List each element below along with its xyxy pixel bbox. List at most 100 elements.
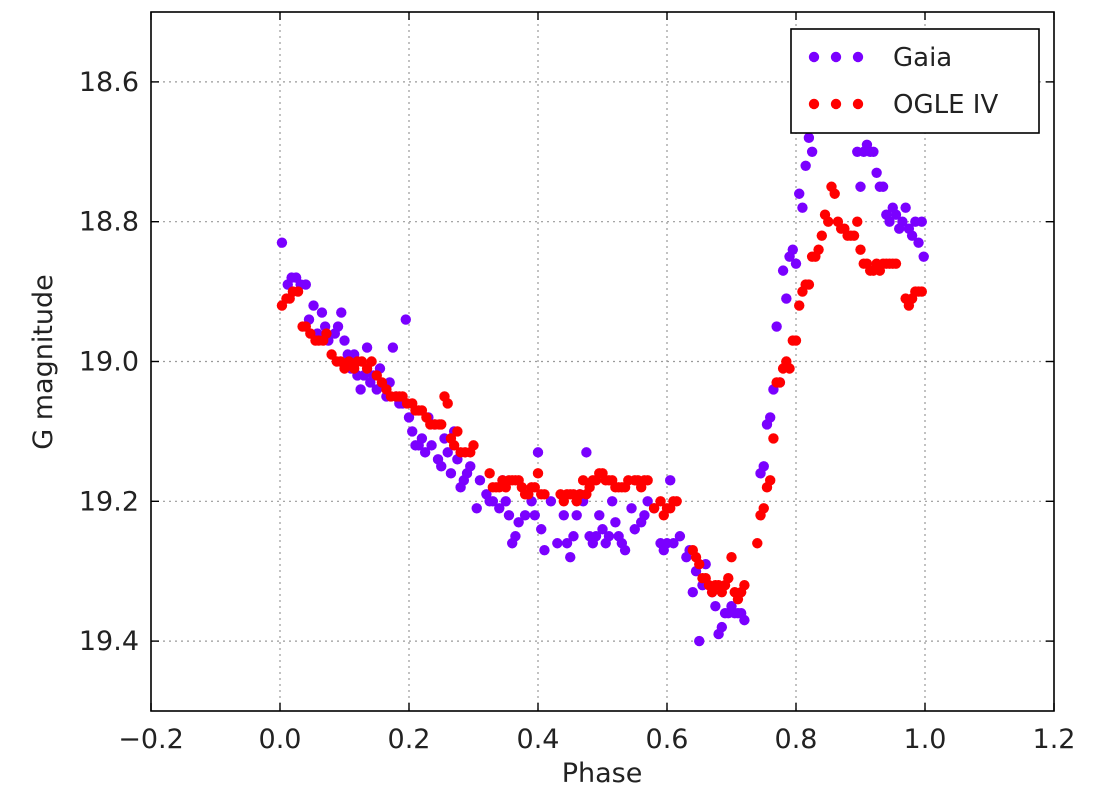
data-point-ogle	[671, 496, 682, 507]
data-point-gaia	[445, 468, 457, 479]
grid-lines	[151, 12, 1054, 711]
data-point-ogle	[436, 419, 447, 430]
data-point-gaia	[771, 321, 782, 332]
data-point-ogle	[852, 216, 863, 227]
data-point-gaia	[416, 433, 428, 444]
data-point-ogle	[532, 468, 544, 479]
data-point-gaia	[668, 538, 679, 549]
data-point-gaia	[610, 517, 621, 528]
legend-box	[790, 28, 1040, 134]
y-tick-label: 19.2	[79, 486, 139, 517]
data-point-ogle	[813, 244, 824, 255]
data-point-ogle	[292, 286, 304, 297]
data-point-gaia	[503, 510, 515, 521]
data-point-gaia	[603, 531, 615, 542]
data-point-ogle	[829, 188, 840, 199]
data-point-ogle	[723, 572, 734, 584]
data-point-gaia	[336, 307, 347, 318]
data-point-ogle	[803, 279, 815, 290]
data-point-ogle	[648, 503, 660, 514]
data-point-ogle	[726, 552, 737, 563]
x-tick-label: 0.0	[259, 724, 302, 755]
y-tick-label: 18.8	[79, 207, 139, 238]
data-point-gaia	[642, 496, 653, 507]
data-point-ogle	[739, 579, 750, 591]
data-point-gaia	[536, 524, 547, 535]
data-point-gaia	[639, 510, 650, 521]
axis-ticks: −0.2 0.0 0.2 0.4 0.6 0.8 1.0 1.2 18.6 18.8 19.0 19.…	[79, 12, 1076, 755]
data-point-ogle	[366, 356, 377, 367]
data-point-gaia	[581, 447, 592, 458]
data-point-gaia	[276, 237, 288, 248]
data-point-gaia	[568, 531, 579, 542]
data-point-gaia	[606, 496, 618, 507]
legend-marker-ogle	[830, 98, 842, 110]
data-point-gaia	[545, 496, 557, 507]
data-point-gaia	[552, 538, 563, 549]
data-point-gaia	[500, 496, 511, 507]
x-tick-label: 1.0	[904, 724, 947, 755]
legend-marker-ogle	[808, 98, 820, 110]
data-point-gaia	[316, 307, 328, 318]
data-point-gaia	[387, 342, 399, 353]
data-point-gaia	[855, 181, 866, 192]
data-point-gaia	[913, 237, 924, 248]
data-point-gaia	[797, 202, 808, 213]
data-point-ogle	[784, 363, 795, 374]
y-axis-label: G magnitude	[28, 274, 59, 450]
data-point-gaia	[665, 475, 676, 486]
data-point-gaia	[765, 412, 776, 423]
data-point-gaia	[794, 188, 805, 199]
data-point-gaia	[884, 216, 895, 227]
data-point-ogle	[484, 468, 495, 479]
data-point-ogle	[848, 230, 860, 241]
legend: Gaia OGLE IV	[790, 28, 1040, 134]
data-point-gaia	[565, 552, 576, 563]
data-point-gaia	[426, 440, 437, 451]
data-point-gaia	[519, 510, 531, 521]
y-tick-label: 19.0	[79, 347, 139, 378]
data-point-ogle	[855, 244, 866, 255]
legend-marker-gaia	[830, 51, 842, 63]
data-point-ogle	[442, 398, 453, 409]
data-point-gaia	[339, 335, 350, 346]
data-point-ogle	[765, 475, 776, 486]
data-point-gaia	[918, 251, 929, 262]
legend-label-ogle: OGLE IV	[893, 90, 998, 120]
data-point-gaia	[400, 314, 411, 325]
y-tick-label: 19.4	[79, 626, 139, 657]
data-point-ogle	[916, 286, 927, 297]
data-point-gaia	[710, 600, 721, 612]
data-point-gaia	[694, 635, 705, 647]
data-point-gaia	[806, 146, 818, 157]
data-point-gaia	[739, 614, 750, 626]
data-point-gaia	[529, 510, 540, 521]
data-point-gaia	[513, 517, 524, 528]
data-point-gaia	[626, 503, 637, 514]
data-point-gaia	[300, 279, 311, 290]
data-point-ogle	[794, 300, 805, 311]
data-point-gaia	[877, 181, 889, 192]
data-point-gaia	[716, 621, 728, 633]
data-point-gaia	[803, 132, 815, 144]
data-point-gaia	[758, 461, 769, 472]
x-tick-label: 1.2	[1033, 724, 1076, 755]
data-point-gaia	[332, 321, 344, 332]
data-point-ogle	[752, 538, 763, 549]
data-point-gaia	[494, 503, 505, 514]
data-point-gaia	[471, 503, 482, 514]
x-tick-label: −0.2	[118, 724, 184, 755]
data-point-gaia	[510, 531, 521, 542]
data-point-gaia	[308, 300, 319, 311]
data-point-ogle	[758, 503, 769, 514]
data-point-gaia	[419, 447, 431, 458]
data-point-ogle	[468, 440, 479, 451]
data-point-ogle	[816, 230, 827, 241]
data-point-gaia	[355, 384, 366, 395]
data-point-ogle	[529, 482, 540, 493]
data-point-gaia	[777, 265, 789, 276]
data-point-ogle	[890, 258, 902, 269]
data-point-gaia	[619, 545, 631, 556]
